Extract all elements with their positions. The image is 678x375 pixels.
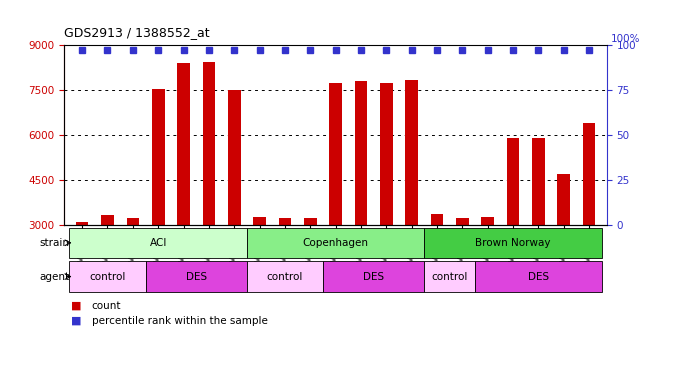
Text: ACI: ACI: [150, 238, 167, 248]
Bar: [69, 228, 247, 258]
Bar: [481, 217, 494, 225]
Text: control: control: [89, 272, 125, 282]
Bar: [557, 174, 570, 225]
Bar: [582, 123, 595, 225]
Text: count: count: [92, 301, 121, 310]
Bar: [254, 217, 266, 225]
Bar: [323, 261, 424, 292]
Text: percentile rank within the sample: percentile rank within the sample: [92, 316, 267, 326]
Text: DES: DES: [527, 272, 549, 282]
Text: ■: ■: [71, 316, 81, 326]
Bar: [475, 261, 602, 292]
Bar: [228, 90, 241, 225]
Text: agent: agent: [39, 272, 69, 282]
Bar: [76, 222, 89, 225]
Bar: [203, 62, 215, 225]
Text: control: control: [266, 272, 303, 282]
Text: GDS2913 / 1388552_at: GDS2913 / 1388552_at: [64, 26, 210, 39]
Bar: [69, 261, 146, 292]
Bar: [330, 82, 342, 225]
Text: Copenhagen: Copenhagen: [302, 238, 369, 248]
Bar: [424, 228, 602, 258]
Text: 100%: 100%: [611, 34, 641, 44]
Bar: [146, 261, 247, 292]
Bar: [532, 138, 544, 225]
Bar: [405, 80, 418, 225]
Bar: [304, 217, 317, 225]
Bar: [152, 88, 165, 225]
Text: control: control: [431, 272, 468, 282]
Text: DES: DES: [363, 272, 384, 282]
Bar: [456, 217, 468, 225]
Text: strain: strain: [39, 238, 69, 248]
Bar: [101, 214, 114, 225]
Bar: [424, 261, 475, 292]
Text: ■: ■: [71, 301, 81, 310]
Text: Brown Norway: Brown Norway: [475, 238, 551, 248]
Bar: [279, 218, 292, 225]
Bar: [506, 138, 519, 225]
Bar: [431, 214, 443, 225]
Bar: [355, 81, 367, 225]
Bar: [247, 228, 424, 258]
Bar: [380, 82, 393, 225]
Bar: [247, 261, 323, 292]
Bar: [127, 217, 139, 225]
Text: DES: DES: [186, 272, 207, 282]
Bar: [177, 63, 190, 225]
